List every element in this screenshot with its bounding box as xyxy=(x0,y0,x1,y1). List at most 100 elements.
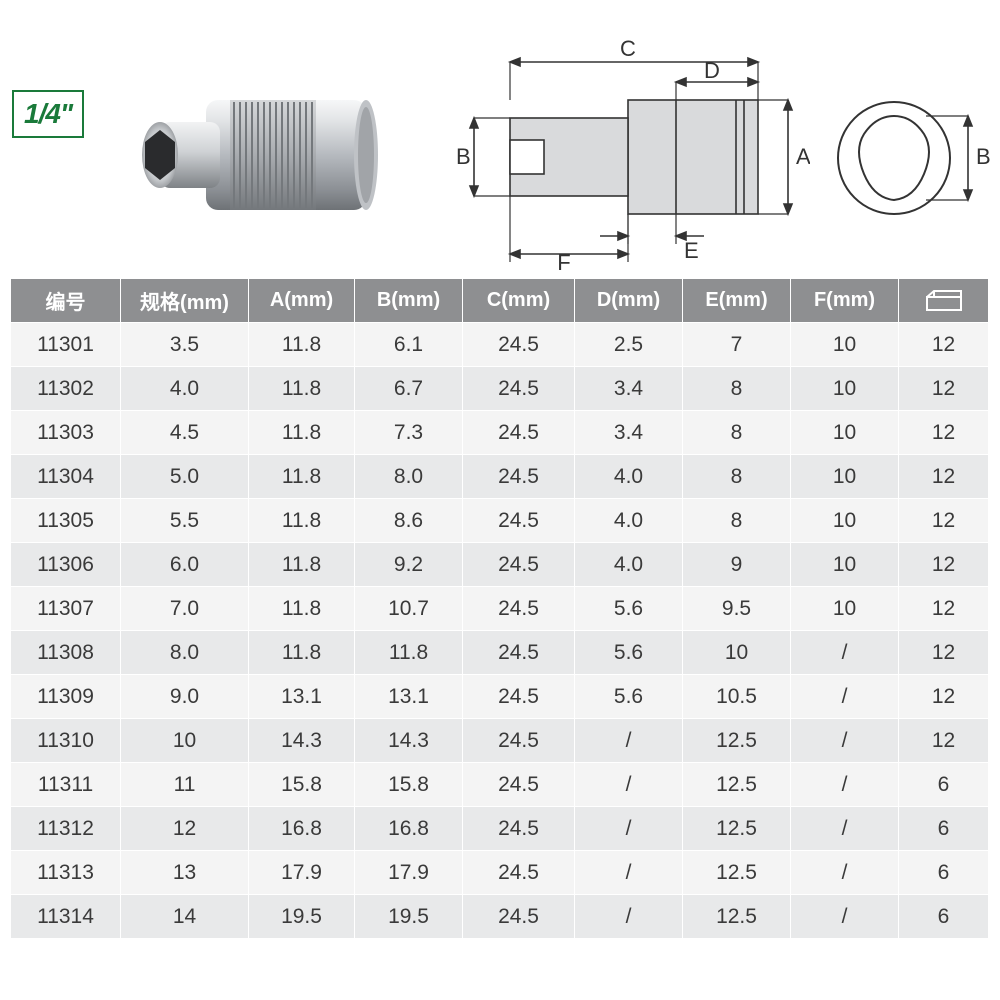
table-row: 113141419.519.524.5/12.5/6 xyxy=(11,895,989,939)
cell-D: 3.4 xyxy=(575,367,683,411)
cell-A: 16.8 xyxy=(249,807,355,851)
cell-F: 10 xyxy=(791,455,899,499)
spec-table: 编号 规格(mm) A(mm) B(mm) C(mm) D(mm) E(mm) … xyxy=(10,278,989,939)
cell-spec: 14 xyxy=(121,895,249,939)
cell-F: / xyxy=(791,851,899,895)
cell-box: 12 xyxy=(899,455,989,499)
table-row: 113101014.314.324.5/12.5/12 xyxy=(11,719,989,763)
cell-id: 11305 xyxy=(11,499,121,543)
cell-spec: 5.0 xyxy=(121,455,249,499)
cell-E: 8 xyxy=(683,455,791,499)
cell-A: 11.8 xyxy=(249,631,355,675)
cell-D: 5.6 xyxy=(575,587,683,631)
cell-B: 9.2 xyxy=(355,543,463,587)
cell-D: / xyxy=(575,807,683,851)
cell-E: 8 xyxy=(683,411,791,455)
cell-id: 11312 xyxy=(11,807,121,851)
socket-front-diagram: B xyxy=(830,78,990,248)
table-row: 113045.011.88.024.54.081012 xyxy=(11,455,989,499)
cell-box: 12 xyxy=(899,499,989,543)
cell-C: 24.5 xyxy=(463,323,575,367)
cell-F: / xyxy=(791,763,899,807)
cell-E: 12.5 xyxy=(683,851,791,895)
cell-C: 24.5 xyxy=(463,411,575,455)
cell-E: 9 xyxy=(683,543,791,587)
cell-spec: 7.0 xyxy=(121,587,249,631)
cell-id: 11311 xyxy=(11,763,121,807)
col-header-a: A(mm) xyxy=(249,279,355,323)
cell-id: 11303 xyxy=(11,411,121,455)
cell-D: / xyxy=(575,719,683,763)
table-row: 113024.011.86.724.53.481012 xyxy=(11,367,989,411)
cell-B: 15.8 xyxy=(355,763,463,807)
cell-A: 11.8 xyxy=(249,543,355,587)
cell-E: 10 xyxy=(683,631,791,675)
dim-label-c: C xyxy=(620,40,636,61)
table-row: 113055.511.88.624.54.081012 xyxy=(11,499,989,543)
cell-A: 14.3 xyxy=(249,719,355,763)
dim-label-e: E xyxy=(684,238,699,263)
cell-E: 12.5 xyxy=(683,895,791,939)
cell-D: 4.0 xyxy=(575,499,683,543)
cell-C: 24.5 xyxy=(463,851,575,895)
cell-D: 2.5 xyxy=(575,323,683,367)
cell-spec: 10 xyxy=(121,719,249,763)
cell-F: / xyxy=(791,631,899,675)
col-header-f: F(mm) xyxy=(791,279,899,323)
table-row: 113111115.815.824.5/12.5/6 xyxy=(11,763,989,807)
cell-E: 8 xyxy=(683,499,791,543)
cell-box: 12 xyxy=(899,543,989,587)
cell-box: 12 xyxy=(899,367,989,411)
cell-A: 11.8 xyxy=(249,411,355,455)
dim-label-b: B xyxy=(456,144,471,169)
cell-id: 11307 xyxy=(11,587,121,631)
cell-E: 10.5 xyxy=(683,675,791,719)
cell-id: 11314 xyxy=(11,895,121,939)
cell-spec: 12 xyxy=(121,807,249,851)
cell-id: 11306 xyxy=(11,543,121,587)
cell-D: / xyxy=(575,851,683,895)
dim-label-b2: B xyxy=(976,144,990,169)
package-icon xyxy=(924,289,964,313)
cell-F: / xyxy=(791,675,899,719)
cell-B: 6.1 xyxy=(355,323,463,367)
cell-box: 12 xyxy=(899,719,989,763)
cell-B: 8.0 xyxy=(355,455,463,499)
dim-label-a: A xyxy=(796,144,810,169)
cell-A: 11.8 xyxy=(249,587,355,631)
diagram-area: 1/4" xyxy=(0,0,1000,278)
table-row: 113034.511.87.324.53.481012 xyxy=(11,411,989,455)
cell-id: 11310 xyxy=(11,719,121,763)
cell-F: / xyxy=(791,719,899,763)
cell-B: 10.7 xyxy=(355,587,463,631)
cell-A: 11.8 xyxy=(249,499,355,543)
cell-spec: 4.5 xyxy=(121,411,249,455)
cell-A: 11.8 xyxy=(249,323,355,367)
cell-id: 11309 xyxy=(11,675,121,719)
cell-box: 12 xyxy=(899,411,989,455)
cell-D: / xyxy=(575,895,683,939)
cell-C: 24.5 xyxy=(463,499,575,543)
cell-D: / xyxy=(575,763,683,807)
cell-C: 24.5 xyxy=(463,631,575,675)
cell-spec: 9.0 xyxy=(121,675,249,719)
cell-F: 10 xyxy=(791,587,899,631)
cell-F: 10 xyxy=(791,323,899,367)
socket-photo xyxy=(120,72,390,242)
cell-E: 7 xyxy=(683,323,791,367)
cell-box: 6 xyxy=(899,807,989,851)
cell-B: 7.3 xyxy=(355,411,463,455)
cell-box: 12 xyxy=(899,587,989,631)
cell-spec: 8.0 xyxy=(121,631,249,675)
cell-box: 12 xyxy=(899,631,989,675)
dim-label-f: F xyxy=(557,250,570,270)
cell-C: 24.5 xyxy=(463,455,575,499)
cell-spec: 5.5 xyxy=(121,499,249,543)
cell-B: 13.1 xyxy=(355,675,463,719)
cell-B: 8.6 xyxy=(355,499,463,543)
col-header-b: B(mm) xyxy=(355,279,463,323)
cell-C: 24.5 xyxy=(463,763,575,807)
cell-D: 4.0 xyxy=(575,455,683,499)
cell-B: 19.5 xyxy=(355,895,463,939)
cell-F: / xyxy=(791,807,899,851)
